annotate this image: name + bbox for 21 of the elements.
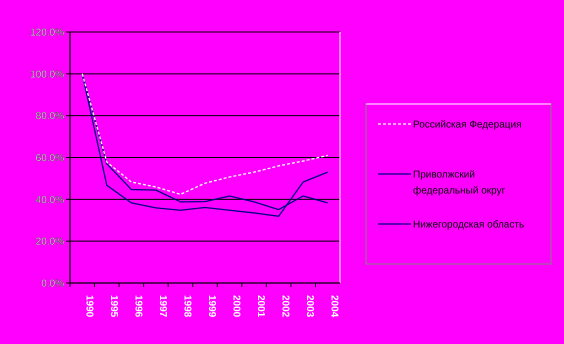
x-tick-label: 1998 <box>181 295 192 318</box>
y-tick-label: 40.0% <box>36 194 64 206</box>
x-tick-label: 1997 <box>156 295 168 318</box>
x-tick-label: 1999 <box>206 295 217 318</box>
x-tick-label: 2000 <box>230 295 242 318</box>
y-tick-label: 100.0% <box>30 69 64 80</box>
y-tick-label: 80.0% <box>36 111 64 122</box>
y-tick-label: 60.0% <box>36 153 64 164</box>
x-tick-label: 1996 <box>132 295 144 318</box>
y-tick-label: 0.0% <box>41 278 64 290</box>
y-tick-label: 120.0% <box>30 28 64 38</box>
legend-label: Приволжский федеральный округ <box>413 170 506 196</box>
x-tick-label: 2002 <box>280 295 291 318</box>
y-tick-label: 20.0% <box>36 236 64 248</box>
legend-label: Нижегородская область <box>413 220 524 230</box>
x-tick-label: 1990 <box>83 295 94 318</box>
x-tick-label: 2004 <box>328 295 340 318</box>
legend-label: Российская Федерация <box>413 120 522 130</box>
x-tick-label: 1995 <box>108 295 119 318</box>
x-tick-label: 2001 <box>255 295 266 318</box>
x-tick-label: 2003 <box>304 295 316 318</box>
